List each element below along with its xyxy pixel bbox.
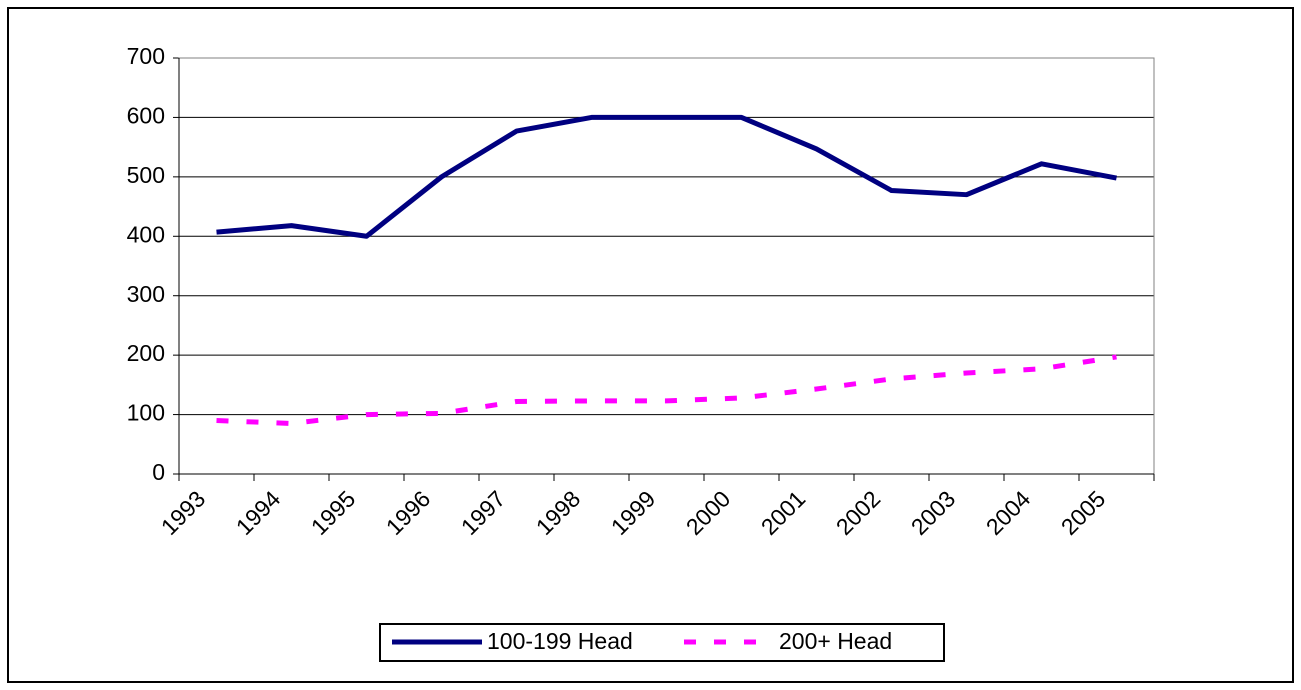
chart-border — [7, 7, 1294, 683]
y-tick-label: 600 — [127, 103, 165, 129]
y-tick-label: 400 — [127, 221, 165, 247]
y-tick-label: 700 — [127, 43, 165, 69]
series-line — [216, 354, 1117, 426]
y-tick-label: 300 — [127, 281, 165, 307]
y-tick-label: 200 — [127, 340, 165, 366]
y-tick-label: 500 — [127, 162, 165, 188]
y-tick-label: 0 — [152, 459, 165, 485]
legend-label: 200+ Head — [779, 628, 892, 654]
legend-label: 100-199 Head — [487, 628, 633, 654]
series-line — [216, 114, 1117, 239]
y-tick-label: 100 — [127, 400, 165, 426]
